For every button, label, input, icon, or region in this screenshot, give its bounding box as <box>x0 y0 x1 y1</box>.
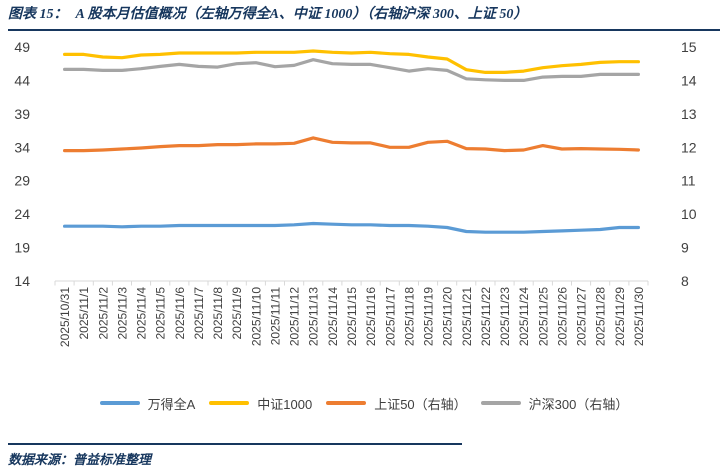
x-axis-label: 2025/11/11 <box>269 287 283 346</box>
y-axis-label-right: 8 <box>681 273 689 289</box>
x-axis-label: 2025/11/18 <box>402 287 416 346</box>
x-axis-label: 2025/11/5 <box>154 287 168 340</box>
series-line-中证1000 <box>62 49 641 75</box>
series-line-万得全A <box>62 221 641 234</box>
figure-label: 图表 15： <box>8 7 68 22</box>
x-axis-label: 2025/11/17 <box>383 287 397 346</box>
chart-header: 图表 15： A 股本月估值概况（左轴万得全A、中证 1000）（右轴沪深 30… <box>0 0 728 25</box>
legend-item: 万得全A <box>99 394 196 413</box>
x-axis-label: 2025/11/27 <box>575 287 589 346</box>
series-line-上证50（右轴） <box>62 136 641 153</box>
x-axis-label: 2025/11/28 <box>594 287 608 346</box>
y-axis-label-left: 19 <box>14 240 30 256</box>
data-source: 数据来源：普益标准整理 <box>8 452 152 467</box>
x-axis-label: 2025/11/20 <box>441 287 455 346</box>
legend-swatch-icon <box>209 401 250 405</box>
legend-swatch-icon <box>99 401 140 405</box>
x-axis-label: 2025/11/6 <box>173 287 187 340</box>
legend-item: 沪深300（右轴） <box>480 394 629 413</box>
y-axis-label-right: 9 <box>681 240 689 256</box>
y-axis-label-left: 39 <box>14 106 30 122</box>
x-axis-label: 2025/11/23 <box>498 287 512 346</box>
y-axis-label-left: 14 <box>14 273 30 289</box>
legend-item: 中证1000 <box>209 394 312 413</box>
chart-svg: 14 19 24 29 34 39 44 49 8 9 10 11 12 13 14 15 2025/10/31… <box>14 39 697 347</box>
y-axis-label-right: 10 <box>681 206 697 222</box>
x-axis-label: 2025/11/24 <box>517 287 531 346</box>
x-axis-label: 2025/11/25 <box>536 287 550 346</box>
legend-swatch-icon <box>326 401 367 405</box>
y-axis-label-left: 44 <box>14 72 30 88</box>
figure-title: A 股本月估值概况（左轴万得全A、中证 1000）（右轴沪深 300、上证 50… <box>75 7 528 22</box>
legend-label: 沪深300（右轴） <box>528 396 629 412</box>
y-axis-label-left: 49 <box>14 39 30 55</box>
y-axis-label-left: 34 <box>14 139 30 155</box>
x-axis-label: 2025/11/19 <box>422 287 436 346</box>
x-axis-label: 2025/11/3 <box>116 287 130 340</box>
x-axis-label: 2025/11/21 <box>460 287 474 346</box>
x-axis-label: 2025/11/30 <box>632 287 646 346</box>
x-axis-label: 2025/11/13 <box>307 287 321 346</box>
x-axis-label: 2025/11/8 <box>211 287 225 340</box>
footer-rule <box>8 443 462 445</box>
y-axis-label-right: 13 <box>681 106 697 122</box>
legend-label: 中证1000 <box>257 396 313 412</box>
x-axis-label: 2025/11/15 <box>345 287 359 346</box>
legend-item: 上证50（右轴） <box>326 394 467 413</box>
y-axis-label-right: 14 <box>681 72 697 88</box>
chart-title-row: 图表 15： A 股本月估值概况（左轴万得全A、中证 1000）（右轴沪深 30… <box>8 5 720 25</box>
x-axis-label: 2025/11/7 <box>192 287 206 340</box>
x-axis-label: 2025/11/1 <box>77 287 91 340</box>
x-axis-label: 2025/11/16 <box>364 287 378 346</box>
x-axis-label: 2025/11/22 <box>479 287 493 346</box>
series-line-沪深300（右轴） <box>62 58 641 83</box>
legend-label: 上证50（右轴） <box>374 396 467 412</box>
x-axis-label: 2025/11/29 <box>613 287 627 346</box>
x-axis-label: 2025/11/12 <box>288 287 302 346</box>
x-axis-label: 2025/11/9 <box>230 287 244 340</box>
title-rule <box>8 29 720 31</box>
x-axis-label: 2025/11/4 <box>135 287 149 340</box>
y-axis-label-right: 11 <box>681 173 696 189</box>
legend-swatch-icon <box>480 401 521 405</box>
x-axis-label: 2025/11/10 <box>249 287 263 346</box>
y-axis-label-right: 12 <box>681 139 697 155</box>
legend-label: 万得全A <box>147 396 196 412</box>
x-axis-label: 2025/10/31 <box>58 287 72 347</box>
y-axis-label-left: 29 <box>14 173 30 189</box>
chart-legend: 万得全A 中证1000 上证50（右轴） 沪深300（右轴） <box>0 393 728 413</box>
y-axis-label-right: 15 <box>681 39 697 55</box>
x-axis-label: 2025/11/2 <box>96 287 110 340</box>
x-axis-label: 2025/11/14 <box>326 287 340 346</box>
x-axis-label: 2025/11/26 <box>555 287 569 346</box>
y-axis-label-left: 24 <box>14 206 30 222</box>
